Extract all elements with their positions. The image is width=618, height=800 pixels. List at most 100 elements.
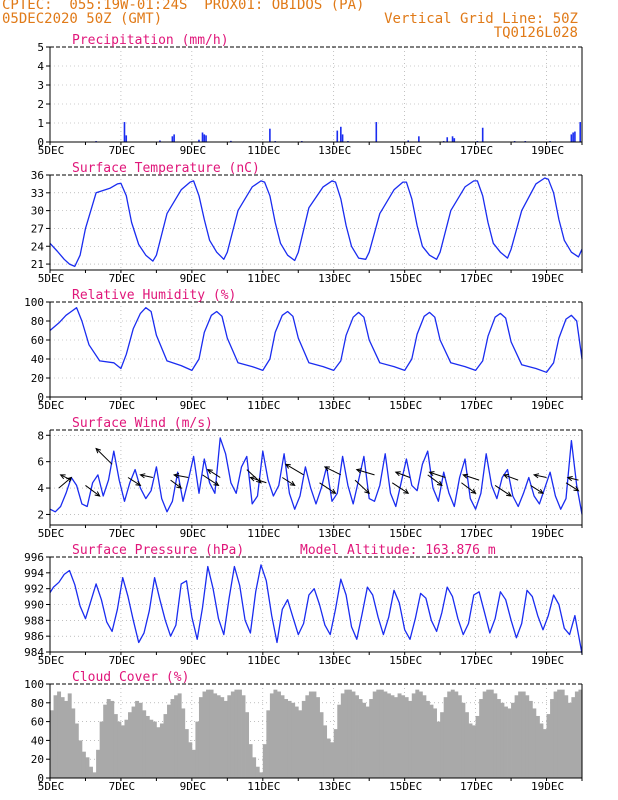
cloud-bar [237,689,242,778]
wind-arrow-head [206,468,213,475]
x-tick-label: 5DEC [38,780,65,793]
precip-bar [481,127,484,142]
x-tick-label: 17DEC [460,399,493,412]
cloud-bar [383,691,388,778]
precip-bar [407,140,410,142]
precip-bar [341,134,344,142]
panel-title: Surface Wind (m/s) [72,416,213,431]
x-tick-label: 15DEC [389,527,422,540]
cloud-bar [323,725,328,778]
cloud-bar [326,738,331,778]
x-tick-label: 15DEC [389,272,422,285]
cloud-bar [443,697,448,778]
cloud-bar [411,693,416,778]
y-tick-label: 984 [24,646,44,659]
cloud-bar [578,689,583,778]
wind-arrow-head [135,480,142,487]
cloud-bar [103,704,108,778]
cloud-bar [415,689,420,778]
y-tick-label: 986 [24,630,44,643]
cloud-bar [138,702,143,778]
cloud-bar [486,689,491,778]
y-tick-label: 988 [24,614,44,627]
precip-bar [269,128,271,142]
cloud-bar [230,691,235,778]
wind-arrow [530,484,544,494]
cloud-bar [390,695,395,778]
x-tick-label: 15DEC [389,780,422,793]
cloud-bar [99,721,104,778]
run-id: TQ0126L028 [493,25,578,41]
wind-arrow [174,474,189,478]
x-tick-label: 13DEC [318,527,351,540]
x-tick-label: 9DEC [180,654,207,667]
cloud-bar [355,695,359,778]
cloud-bar [468,723,473,778]
cloud-bar [156,727,161,778]
y-tick-label: 20 [31,372,44,385]
x-tick-label: 7DEC [109,780,136,793]
x-tick-label: 11DEC [247,527,280,540]
panel-annotation: Model Altitude: 163.876 m [300,543,496,558]
cloud-bar [301,700,306,778]
cloud-bar [316,697,320,778]
wind-arrow-head [436,480,443,487]
x-tick-label: 5DEC [38,654,65,667]
cloud-bar [291,702,296,778]
cloud-bar [542,729,547,778]
precip-bar [574,131,576,142]
cloud-bar [496,699,501,778]
y-tick-label: 994 [24,567,44,580]
wind-arrow [356,469,375,476]
cloud-bar [167,704,171,778]
x-tick-label: 17DEC [460,527,493,540]
wind-arrow-head [355,468,362,474]
cloud-bar [489,689,494,778]
wind-arrow [207,469,221,478]
x-tick-label: 19DEC [531,780,564,793]
cloud-bar [259,772,264,778]
wind-arrow [140,474,153,478]
y-tick-label: 4 [37,482,44,495]
cloud-bar [319,712,324,778]
cloud-bar [550,699,555,778]
wind-arrow [285,463,304,476]
precip-bar [446,137,449,142]
cloud-bar [89,766,93,778]
cloud-bar [67,693,72,778]
cloud-bar [64,700,69,778]
cloud-bar [174,695,179,778]
precip-bar [171,136,174,142]
cloud-bar [128,712,132,778]
x-tick-label: 19DEC [531,654,564,667]
wind-arrow [395,471,411,478]
wind-arrow [202,474,219,486]
cloud-bar [184,729,189,778]
y-tick-label: 996 [24,551,44,564]
panel-title: Precipitation (mm/h) [72,33,229,48]
wind-arrow-head [323,466,330,472]
wind-arrow [250,477,267,484]
cloud-bar [202,691,207,778]
wind-arrow-head [502,473,510,479]
wind-arrow [60,474,72,481]
series-line [49,437,583,515]
precip-bar [123,122,126,142]
cloud-bar [365,706,370,778]
y-tick-label: 2 [37,508,44,521]
cloud-bar [96,749,101,778]
x-tick-label: 9DEC [180,399,207,412]
x-tick-label: 7DEC [109,527,136,540]
cloud-bar [135,700,140,778]
cloud-bar [78,740,83,778]
cloud-bar [351,691,356,778]
wind-arrow [354,479,370,494]
y-tick-label: 20 [31,753,44,766]
x-tick-label: 9DEC [180,527,207,540]
precip-bar [570,134,573,142]
precip-bar [203,134,206,142]
grid-line-note: Vertical Grid Line: 50Z [384,11,578,27]
x-tick-label: 15DEC [389,654,422,667]
wind-arrow [282,477,295,486]
wind-arrow [429,471,446,478]
